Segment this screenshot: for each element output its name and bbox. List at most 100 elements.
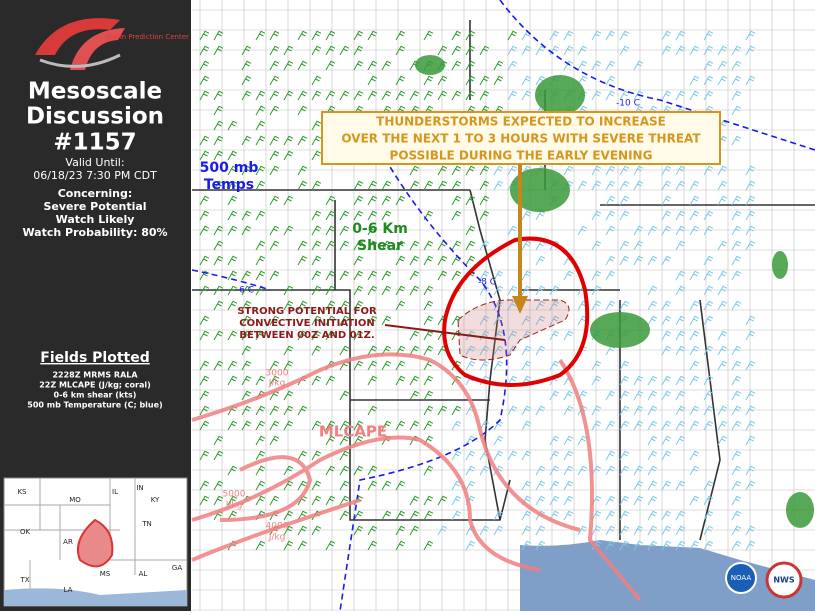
wind-barb bbox=[353, 195, 364, 206]
wind-barb bbox=[227, 195, 238, 206]
wind-barb bbox=[647, 525, 658, 536]
wind-barb bbox=[493, 525, 504, 536]
wind-barb bbox=[353, 285, 364, 296]
wind-barb bbox=[241, 285, 252, 296]
wind-barb bbox=[353, 90, 364, 101]
wind-barb bbox=[269, 45, 280, 56]
wind-barb bbox=[297, 450, 308, 461]
wind-barb bbox=[395, 75, 406, 86]
inset-state-label: MS bbox=[100, 570, 111, 578]
field-line: 2228Z MRMS RALA bbox=[52, 371, 138, 380]
wind-barb bbox=[213, 435, 224, 446]
wind-barb bbox=[731, 105, 742, 116]
wind-barb bbox=[675, 45, 686, 56]
wind-barb bbox=[409, 345, 420, 356]
wind-barb bbox=[199, 90, 210, 101]
wind-barb bbox=[507, 60, 518, 71]
wind-barb bbox=[591, 285, 602, 296]
wind-barb bbox=[241, 225, 252, 236]
wind-barb bbox=[563, 390, 574, 401]
wind-barb bbox=[325, 90, 336, 101]
note-pointer bbox=[384, 324, 506, 341]
wind-barb bbox=[423, 255, 434, 266]
wind-barb bbox=[731, 45, 742, 56]
wind-barb bbox=[213, 180, 224, 191]
wind-barb bbox=[703, 30, 714, 41]
wind-barb bbox=[647, 225, 658, 236]
wind-barb bbox=[395, 480, 406, 491]
wind-barb bbox=[731, 240, 742, 251]
wind-barb bbox=[605, 420, 616, 431]
wind-barb bbox=[745, 405, 756, 416]
cape-unit: J/kg bbox=[268, 379, 286, 389]
wind-barb bbox=[325, 435, 336, 446]
wind-barb bbox=[339, 390, 350, 401]
wind-barb bbox=[731, 225, 742, 236]
wind-barb bbox=[521, 360, 532, 371]
wind-barb bbox=[465, 75, 476, 86]
wind-barb bbox=[283, 195, 294, 206]
wind-barb bbox=[703, 510, 714, 521]
wind-barb bbox=[535, 495, 546, 506]
wind-barb bbox=[647, 450, 658, 461]
wind-barb bbox=[213, 450, 224, 461]
wind-barb bbox=[213, 255, 224, 266]
concerning-line: Watch Likely bbox=[56, 213, 135, 226]
wind-barb bbox=[661, 510, 672, 521]
wind-barb bbox=[633, 240, 644, 251]
wind-barb bbox=[703, 390, 714, 401]
wind-barb bbox=[255, 165, 266, 176]
wind-barb bbox=[689, 360, 700, 371]
wind-barb bbox=[675, 285, 686, 296]
wind-barb bbox=[675, 435, 686, 446]
wind-barb bbox=[591, 30, 602, 41]
isotherm-label: -10 C bbox=[616, 99, 640, 109]
wind-barb bbox=[731, 390, 742, 401]
wind-barb bbox=[563, 465, 574, 476]
wind-barb bbox=[703, 285, 714, 296]
wind-barb bbox=[675, 225, 686, 236]
wind-barb bbox=[451, 195, 462, 206]
wind-barb bbox=[325, 465, 336, 476]
wind-barb bbox=[507, 90, 518, 101]
wind-barb bbox=[605, 30, 616, 41]
wind-barb bbox=[325, 195, 336, 206]
wind-barb bbox=[409, 510, 420, 521]
wind-barb bbox=[535, 540, 546, 551]
wind-barb bbox=[395, 195, 406, 206]
wind-barb bbox=[661, 225, 672, 236]
wind-barb bbox=[395, 510, 406, 521]
wind-barb bbox=[675, 525, 686, 536]
wind-barb bbox=[283, 525, 294, 536]
wind-barb bbox=[311, 75, 322, 86]
wind-barb bbox=[703, 420, 714, 431]
wind-barb bbox=[395, 360, 406, 371]
wind-barb bbox=[689, 225, 700, 236]
wind-barb bbox=[465, 165, 476, 176]
wind-barb bbox=[647, 540, 658, 551]
wind-barb bbox=[241, 300, 252, 311]
wind-barb bbox=[745, 315, 756, 326]
wind-barb bbox=[367, 405, 378, 416]
wind-barb bbox=[381, 420, 392, 431]
wind-barb bbox=[591, 60, 602, 71]
wind-barb bbox=[563, 330, 574, 341]
wind-barb bbox=[409, 390, 420, 401]
wind-barb bbox=[689, 465, 700, 476]
wind-barb bbox=[241, 420, 252, 431]
wind-barb bbox=[661, 255, 672, 266]
inset-state-label: AR bbox=[63, 538, 73, 546]
wind-barb bbox=[269, 435, 280, 446]
wind-barb bbox=[325, 285, 336, 296]
wind-barb bbox=[437, 90, 448, 101]
wind-barb bbox=[311, 525, 322, 536]
wind-barb bbox=[745, 435, 756, 446]
wind-barb bbox=[521, 210, 532, 221]
wind-barb bbox=[647, 390, 658, 401]
wind-barb bbox=[577, 225, 588, 236]
concerning-line: Severe Potential bbox=[43, 200, 146, 213]
wind-barb bbox=[563, 45, 574, 56]
wind-barb bbox=[199, 330, 210, 341]
wind-barb bbox=[745, 420, 756, 431]
wind-barb bbox=[731, 465, 742, 476]
